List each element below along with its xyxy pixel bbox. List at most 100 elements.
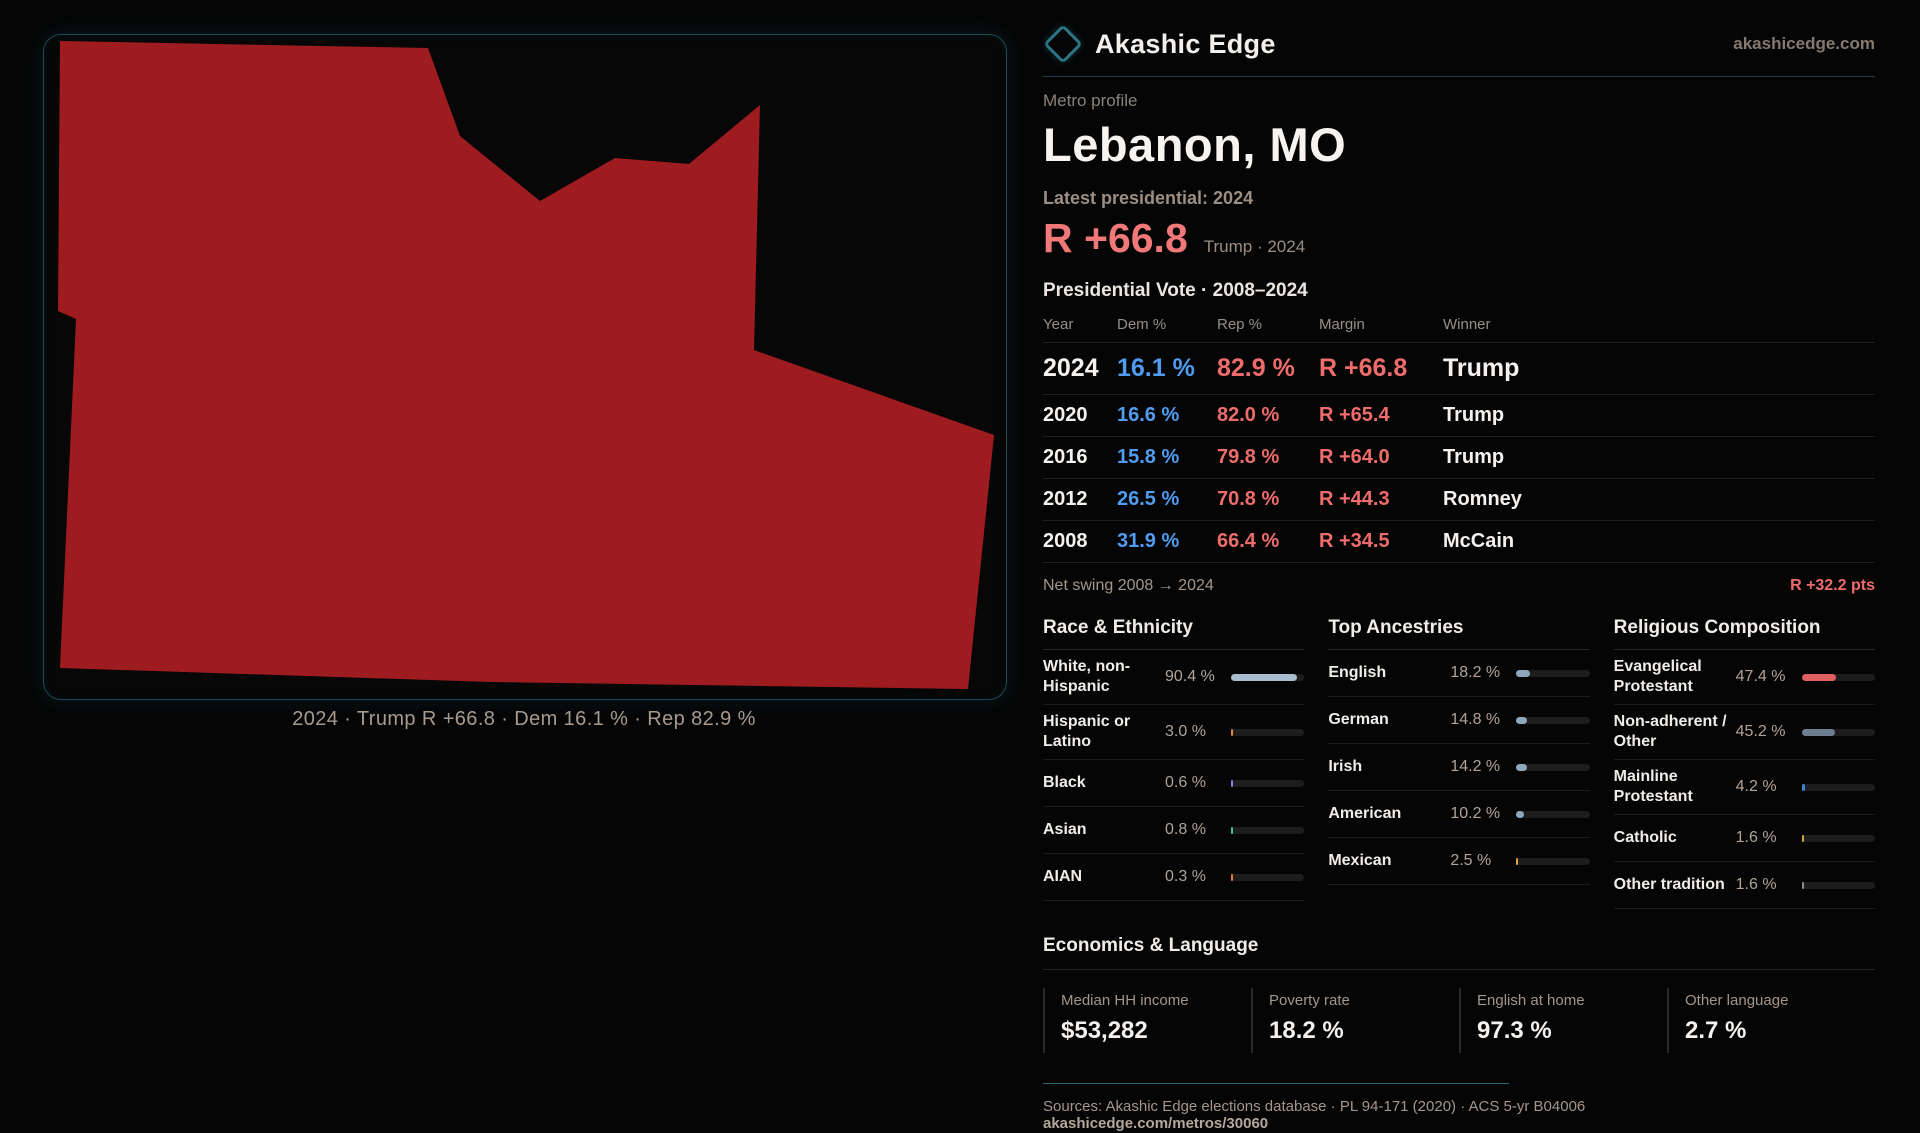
- demographic-row: Hispanic or Latino 3.0 %: [1043, 705, 1305, 760]
- vote-table-title: Presidential Vote · 2008–2024: [1043, 280, 1308, 301]
- demographic-bar-fill: [1516, 763, 1527, 771]
- headline-note: Trump · 2024: [1203, 237, 1306, 256]
- vote-winner: McCain: [1443, 530, 1515, 552]
- sources-text: Sources: Akashic Edge elections database…: [1043, 1098, 1586, 1115]
- demographic-bar-fill: [1231, 779, 1233, 787]
- metro-profile-kicker: Metro profile: [1043, 91, 1138, 110]
- net-swing-row: Net swing 2008 → 2024 R +32.2 pts: [1043, 563, 1875, 595]
- demographic-label: Catholic: [1613, 829, 1677, 846]
- demographic-bar-track: [1516, 857, 1590, 865]
- demographic-panel-title: Race & Ethnicity: [1043, 617, 1305, 650]
- vote-winner: Trump: [1443, 446, 1505, 468]
- demographic-value: 4.2 %: [1735, 778, 1777, 795]
- net-swing-label: Net swing 2008 → 2024: [1043, 577, 1214, 594]
- demographic-value: 0.6 %: [1165, 774, 1206, 791]
- map-caption: 2024 · Trump R +66.8 · Dem 16.1 % · Rep …: [292, 708, 756, 730]
- demographic-label: German: [1328, 711, 1389, 728]
- demographic-bar-fill: [1801, 881, 1804, 889]
- brand-header: Akashic Edge akashicedge.com: [1043, 24, 1875, 77]
- economics-stat: Poverty rate 18.2 %: [1251, 988, 1459, 1053]
- footer-divider: [1043, 1083, 1509, 1084]
- vote-winner: Trump: [1443, 404, 1505, 426]
- demographic-row: English 18.2 %: [1328, 650, 1590, 697]
- demographic-row: Mexican 2.5 %: [1328, 838, 1590, 885]
- headline: R +66.8 Trump · 2024: [1043, 215, 1875, 262]
- demographic-bar-fill: [1231, 873, 1233, 881]
- vote-col-header: Year: [1043, 316, 1074, 333]
- demographic-label: Black: [1043, 774, 1086, 791]
- economics-stat-value: 97.3 %: [1477, 1017, 1552, 1044]
- demographic-value: 0.3 %: [1165, 868, 1206, 885]
- demographic-value: 10.2 %: [1450, 805, 1501, 822]
- economics-stats: Median HH income $53,282 Poverty rate 18.2 …: [1043, 988, 1875, 1053]
- economics-title: Economics & Language: [1043, 935, 1875, 970]
- demographic-value: 45.2 %: [1735, 723, 1786, 740]
- demographic-label: English: [1328, 664, 1387, 681]
- demographic-label: Mainline Protestant: [1613, 768, 1693, 805]
- vote-col-header: Margin: [1319, 316, 1365, 333]
- demographic-bar-track: [1231, 728, 1305, 736]
- demographic-value: 1.6 %: [1735, 829, 1777, 846]
- demographic-bar-fill: [1801, 728, 1835, 736]
- demographic-bar-track: [1516, 669, 1590, 677]
- economics-stat-value: 18.2 %: [1269, 1017, 1344, 1044]
- demographic-bar-fill: [1801, 673, 1837, 681]
- brand-site-link[interactable]: akashicedge.com: [1733, 34, 1875, 53]
- vote-table-row: 2020 16.6 % 82.0 % R +65.4 Trump: [1043, 395, 1875, 437]
- demographic-label: Other tradition: [1613, 876, 1725, 893]
- demographic-row: Irish 14.2 %: [1328, 744, 1590, 791]
- permalink[interactable]: akashicedge.com/metros/30060: [1043, 1115, 1269, 1132]
- economics-stat-label: Other language: [1685, 992, 1789, 1009]
- vote-year: 2024: [1043, 354, 1099, 382]
- demographic-bar-track: [1516, 716, 1590, 724]
- latest-presidential-label: Latest presidential: 2024: [1043, 188, 1254, 208]
- headline-margin: R +66.8: [1043, 215, 1188, 261]
- demographic-label: Non-adherent / Other: [1613, 713, 1727, 750]
- demographic-value: 2.5 %: [1450, 852, 1492, 869]
- demographic-panel-title: Top Ancestries: [1328, 617, 1590, 650]
- economics-stat-label: Median HH income: [1061, 992, 1189, 1009]
- footer: Sources: Akashic Edge elections database…: [1043, 1083, 1875, 1133]
- demographic-bar-track: [1231, 779, 1305, 787]
- vote-year: 2020: [1043, 404, 1088, 426]
- county-shape: [58, 41, 994, 689]
- metro-title: Lebanon, MO: [1043, 118, 1347, 171]
- demographic-row: Black 0.6 %: [1043, 760, 1305, 807]
- demographic-label: Irish: [1328, 758, 1363, 775]
- vote-table-header: Year Dem % Rep % Margin Winner: [1043, 310, 1875, 343]
- vote-dem-pct: 26.5 %: [1117, 488, 1180, 510]
- demographic-row: Mainline Protestant 4.2 %: [1613, 760, 1875, 815]
- demographic-value: 90.4 %: [1165, 668, 1215, 685]
- demographic-bar-track: [1231, 873, 1305, 881]
- brand-title: Akashic Edge: [1095, 28, 1276, 59]
- demographic-bar-track: [1231, 673, 1305, 681]
- county-map: [58, 41, 994, 689]
- demographic-bar-track: [1801, 673, 1875, 681]
- vote-rep-pct: 70.8 %: [1217, 488, 1280, 510]
- demographic-row: German 14.8 %: [1328, 697, 1590, 744]
- demographic-bar-track: [1801, 881, 1875, 889]
- demographic-panel-title: Religious Composition: [1613, 617, 1875, 650]
- vote-year: 2012: [1043, 488, 1088, 510]
- demographic-label: Asian: [1043, 821, 1087, 838]
- vote-margin: R +64.0: [1319, 446, 1390, 468]
- economics-stat-label: Poverty rate: [1269, 992, 1350, 1009]
- demographic-row: White, non-Hispanic 90.4 %: [1043, 650, 1305, 705]
- vote-year: 2008: [1043, 530, 1088, 552]
- demographic-panel: Religious Composition Evangelical Protest…: [1613, 611, 1875, 909]
- demographic-bar-fill: [1801, 834, 1804, 842]
- demographic-value: 0.8 %: [1165, 821, 1206, 838]
- vote-col-header: Winner: [1443, 316, 1491, 333]
- demographic-bar-fill: [1231, 826, 1233, 834]
- demographic-label: White, non-Hispanic: [1043, 658, 1131, 695]
- net-swing-value: R +32.2 pts: [1790, 577, 1875, 594]
- vote-rep-pct: 79.8 %: [1217, 446, 1280, 468]
- demographic-bar-fill: [1231, 728, 1234, 736]
- vote-dem-pct: 16.1 %: [1117, 354, 1195, 382]
- demographics-panels: Race & Ethnicity White, non-Hispanic 90.4 …: [1043, 611, 1875, 909]
- demographic-panel: Race & Ethnicity White, non-Hispanic 90.4 …: [1043, 611, 1305, 901]
- vote-table-row: 2016 15.8 % 79.8 % R +64.0 Trump: [1043, 437, 1875, 479]
- demographic-bar-track: [1516, 763, 1590, 771]
- vote-dem-pct: 16.6 %: [1117, 404, 1180, 426]
- vote-rep-pct: 66.4 %: [1217, 530, 1280, 552]
